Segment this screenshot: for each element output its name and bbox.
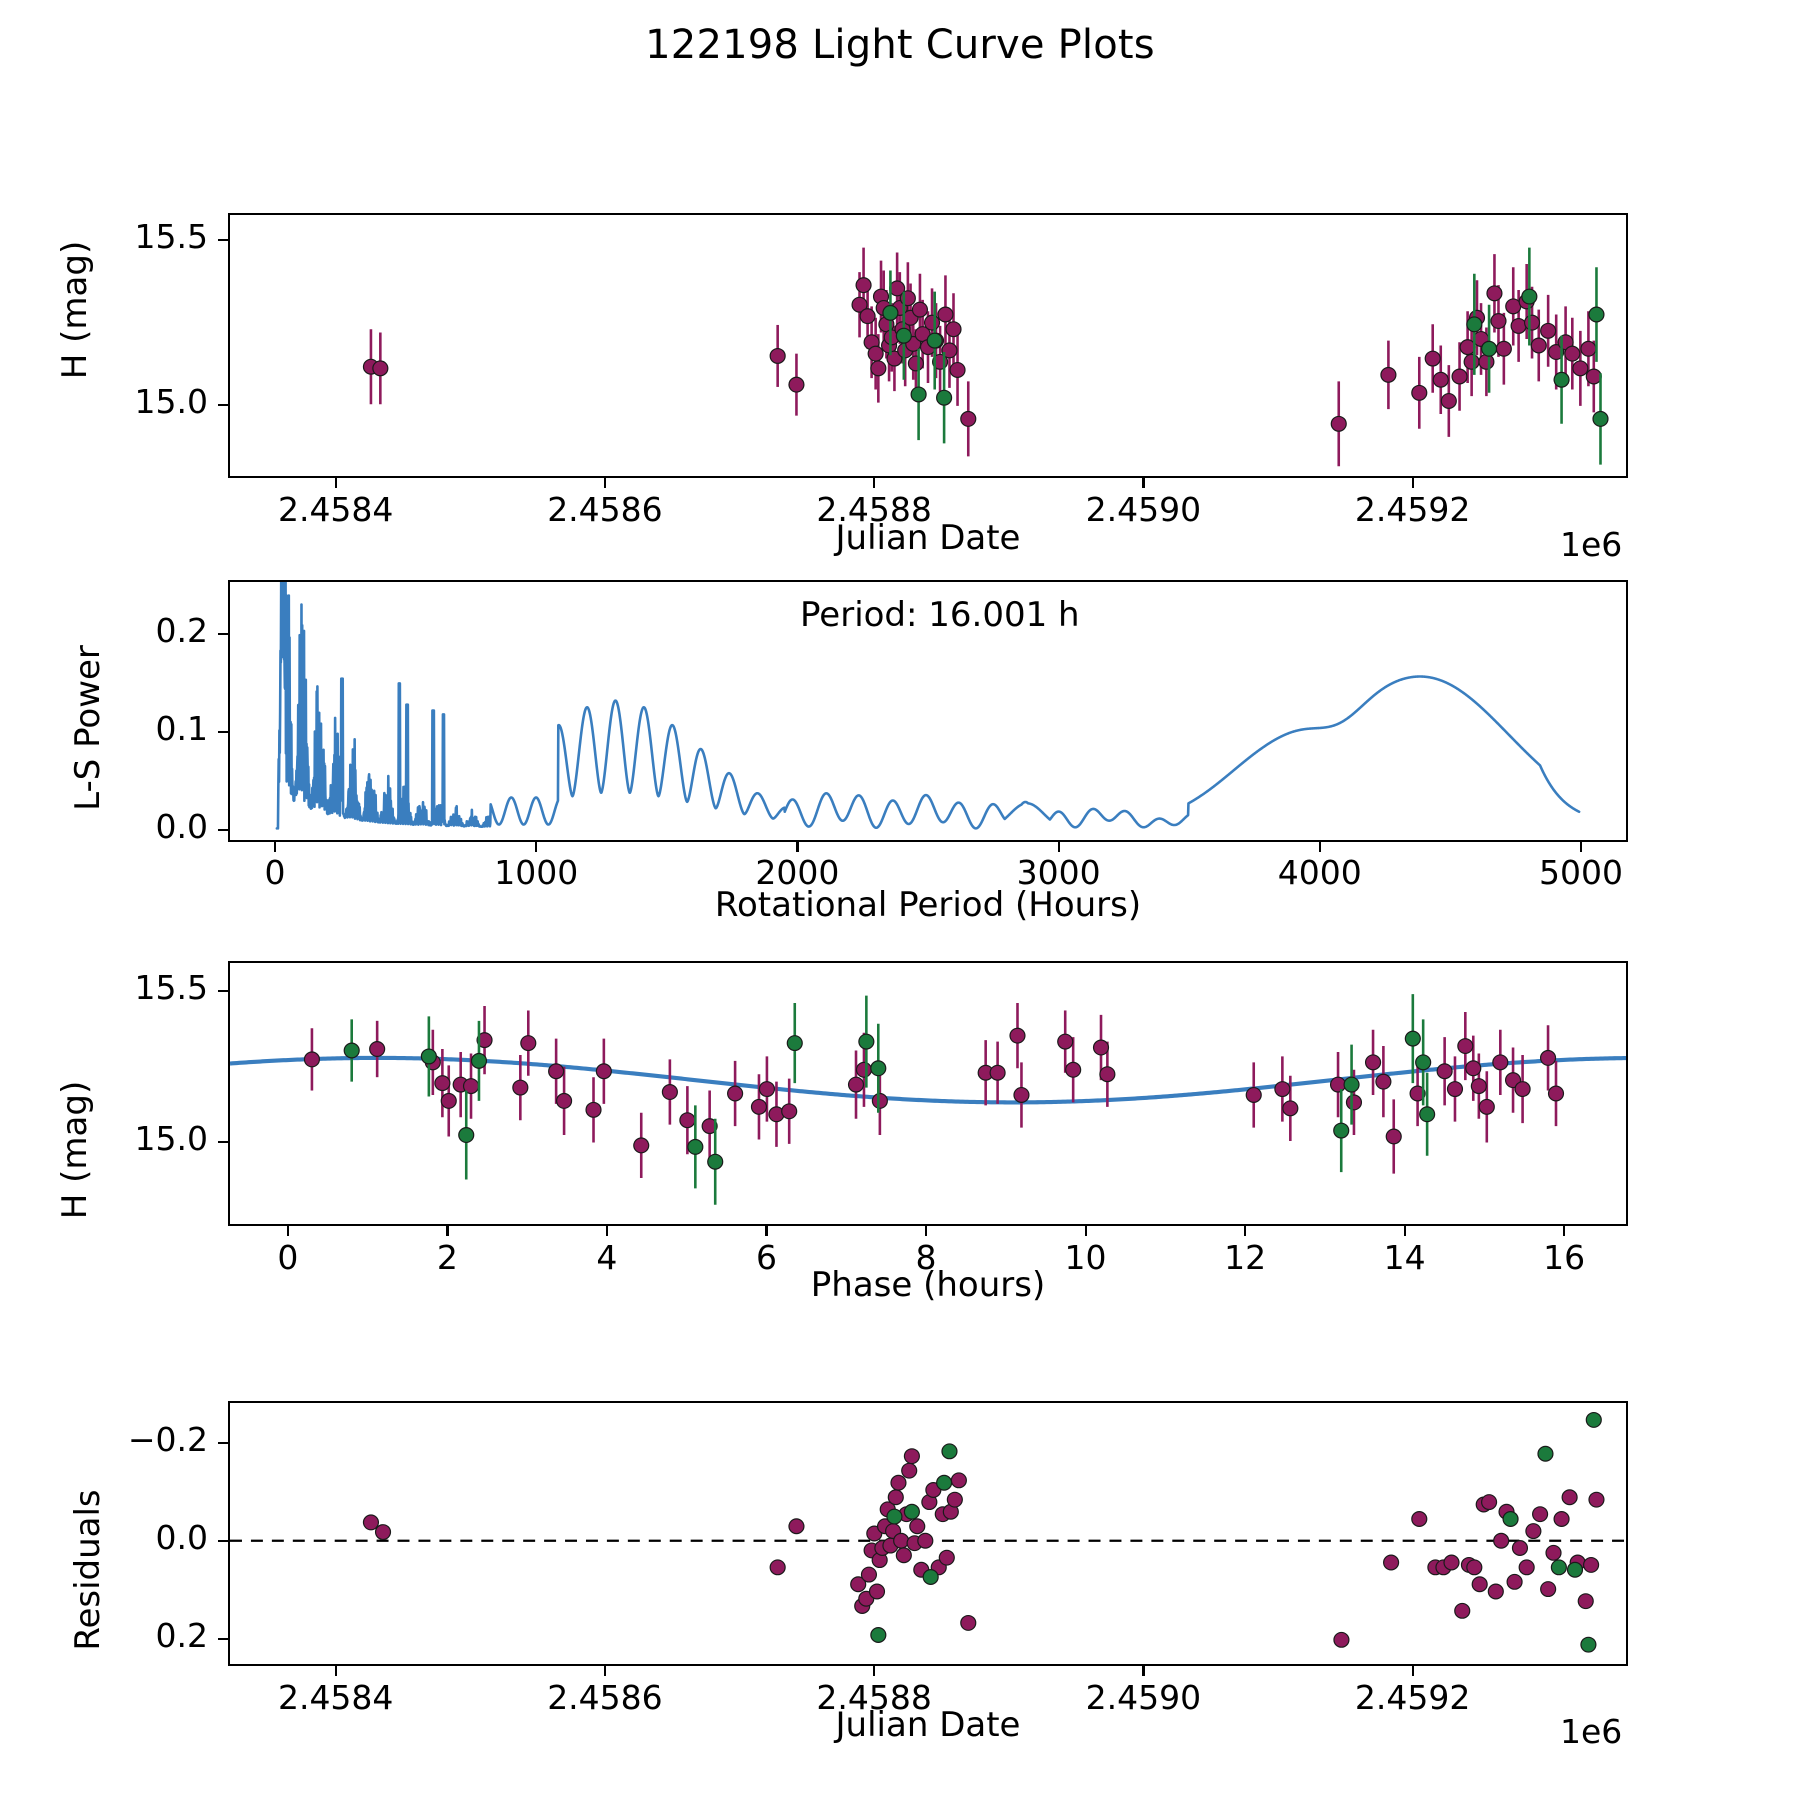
xtick-label: 1000	[494, 853, 579, 892]
xtick-label: 2.4588	[816, 490, 932, 529]
panel-residuals: Residuals 2.4584 2.4586 2.4588 2.4590 2.4592…	[0, 1380, 1800, 1800]
ytick-label: 15.0	[134, 382, 208, 422]
ytick-mark	[218, 1539, 228, 1543]
xtick-mark	[603, 478, 607, 488]
xtick-mark	[1579, 842, 1583, 852]
xtick-mark	[873, 1666, 876, 1676]
panel-phase-folded: H (mag) 0 2 4 6 8 10 12 14 16 15.5 15.0 Phase (ho…	[0, 940, 1800, 1380]
xtick-label: 16	[1543, 1238, 1586, 1277]
ytick-mark	[218, 1140, 228, 1143]
xtick-mark	[1142, 478, 1145, 488]
period-annotation: Period: 16.001 h	[800, 595, 1080, 635]
xtick-mark	[873, 478, 876, 488]
ytick-mark	[218, 1638, 228, 1641]
axis-label-x-phase: Phase (hours)	[810, 1265, 1046, 1305]
x-offset-residuals: 1e6	[1560, 1712, 1623, 1751]
xtick-label: 2.4586	[547, 490, 663, 529]
x-offset-light-curve: 1e6	[1560, 525, 1623, 564]
xtick-mark	[1142, 1666, 1145, 1676]
axis-label-x-light-curve: Julian Date	[835, 518, 1021, 558]
plot-area-residuals	[228, 1401, 1628, 1666]
xtick-mark	[1411, 478, 1414, 488]
xtick-mark	[334, 478, 337, 488]
xtick-label: 4000	[1277, 853, 1362, 892]
xtick-mark	[796, 842, 799, 852]
xtick-mark	[1411, 1666, 1414, 1676]
xtick-label: 2.4586	[547, 1678, 663, 1717]
phase-folded-svg	[230, 994, 1626, 1205]
ytick-mark	[218, 238, 228, 241]
ytick-label: 0.0	[155, 1517, 208, 1557]
xtick-label: 2000	[755, 853, 840, 892]
ytick-mark	[218, 632, 228, 636]
xtick-mark	[605, 1226, 609, 1236]
xtick-label: 2.4590	[1085, 1678, 1202, 1717]
axis-label-y-residuals: Residuals	[68, 1489, 108, 1651]
xtick-mark	[765, 1226, 768, 1236]
xtick-label: 10	[1064, 1238, 1107, 1277]
xtick-label: 6	[755, 1238, 777, 1277]
ytick-label: 0.2	[155, 610, 208, 650]
ytick-mark	[218, 731, 228, 734]
ytick-label: −0.2	[127, 1419, 208, 1459]
xtick-mark	[603, 1666, 607, 1676]
ytick-mark	[218, 1441, 228, 1444]
xtick-label: 0	[277, 1238, 299, 1277]
axis-label-x-residuals: Julian Date	[835, 1705, 1021, 1745]
xtick-mark	[1563, 1226, 1566, 1236]
ytick-label: 15.5	[134, 216, 208, 256]
xtick-mark	[1084, 1226, 1087, 1236]
xtick-label: 4	[596, 1238, 618, 1277]
page-title: 122198 Light Curve Plots	[645, 22, 1155, 68]
xtick-label: 12	[1224, 1238, 1267, 1277]
xtick-label: 5000	[1538, 853, 1623, 892]
plot-area-phase-folded	[228, 961, 1628, 1226]
xtick-label: 2.4592	[1354, 1678, 1471, 1717]
xtick-mark	[925, 1226, 928, 1236]
xtick-label: 8	[915, 1238, 937, 1277]
axis-label-x-periodogram: Rotational Period (Hours)	[714, 885, 1142, 925]
xtick-mark	[1403, 1226, 1406, 1236]
xtick-label: 2.4584	[277, 490, 394, 529]
xtick-mark	[446, 1226, 449, 1236]
panel-light-curve: H (mag) 2.4584 2.4586 2.4588 2.4590 2.4592 1…	[0, 0, 1800, 564]
plot-area-periodogram	[228, 580, 1628, 842]
xtick-label: 3000	[1016, 853, 1101, 892]
ytick-label: 15.0	[134, 1118, 208, 1158]
xtick-mark	[334, 1666, 337, 1676]
xtick-mark	[535, 842, 538, 852]
xtick-label: 0	[264, 853, 286, 892]
residuals-svg	[230, 1411, 1626, 1653]
xtick-mark	[1318, 842, 1321, 852]
xtick-mark	[1057, 842, 1060, 852]
plot-area-light-curve	[228, 213, 1628, 478]
ytick-label: 0.2	[155, 1616, 208, 1655]
xtick-mark	[1244, 1226, 1247, 1236]
panel-periodogram: L-S Power Period: 16.001 h 0 1000 2000 3000…	[0, 560, 1800, 940]
xtick-mark	[286, 1226, 290, 1236]
ytick-label: 0.0	[155, 807, 208, 847]
light-curve-svg	[362, 247, 1609, 467]
periodogram-svg	[275, 582, 1581, 830]
xtick-label: 2.4592	[1354, 490, 1471, 529]
ytick-mark	[218, 404, 228, 407]
ytick-label: 0.1	[155, 709, 208, 749]
ytick-mark	[218, 990, 228, 993]
xtick-label: 2.4588	[816, 1678, 932, 1717]
ytick-mark	[218, 829, 228, 832]
xtick-label: 2	[436, 1238, 458, 1277]
ytick-label: 15.5	[134, 968, 208, 1008]
xtick-mark	[274, 842, 277, 852]
xtick-label: 14	[1383, 1238, 1426, 1277]
xtick-label: 2.4590	[1085, 490, 1202, 529]
xtick-label: 2.4584	[277, 1678, 394, 1717]
